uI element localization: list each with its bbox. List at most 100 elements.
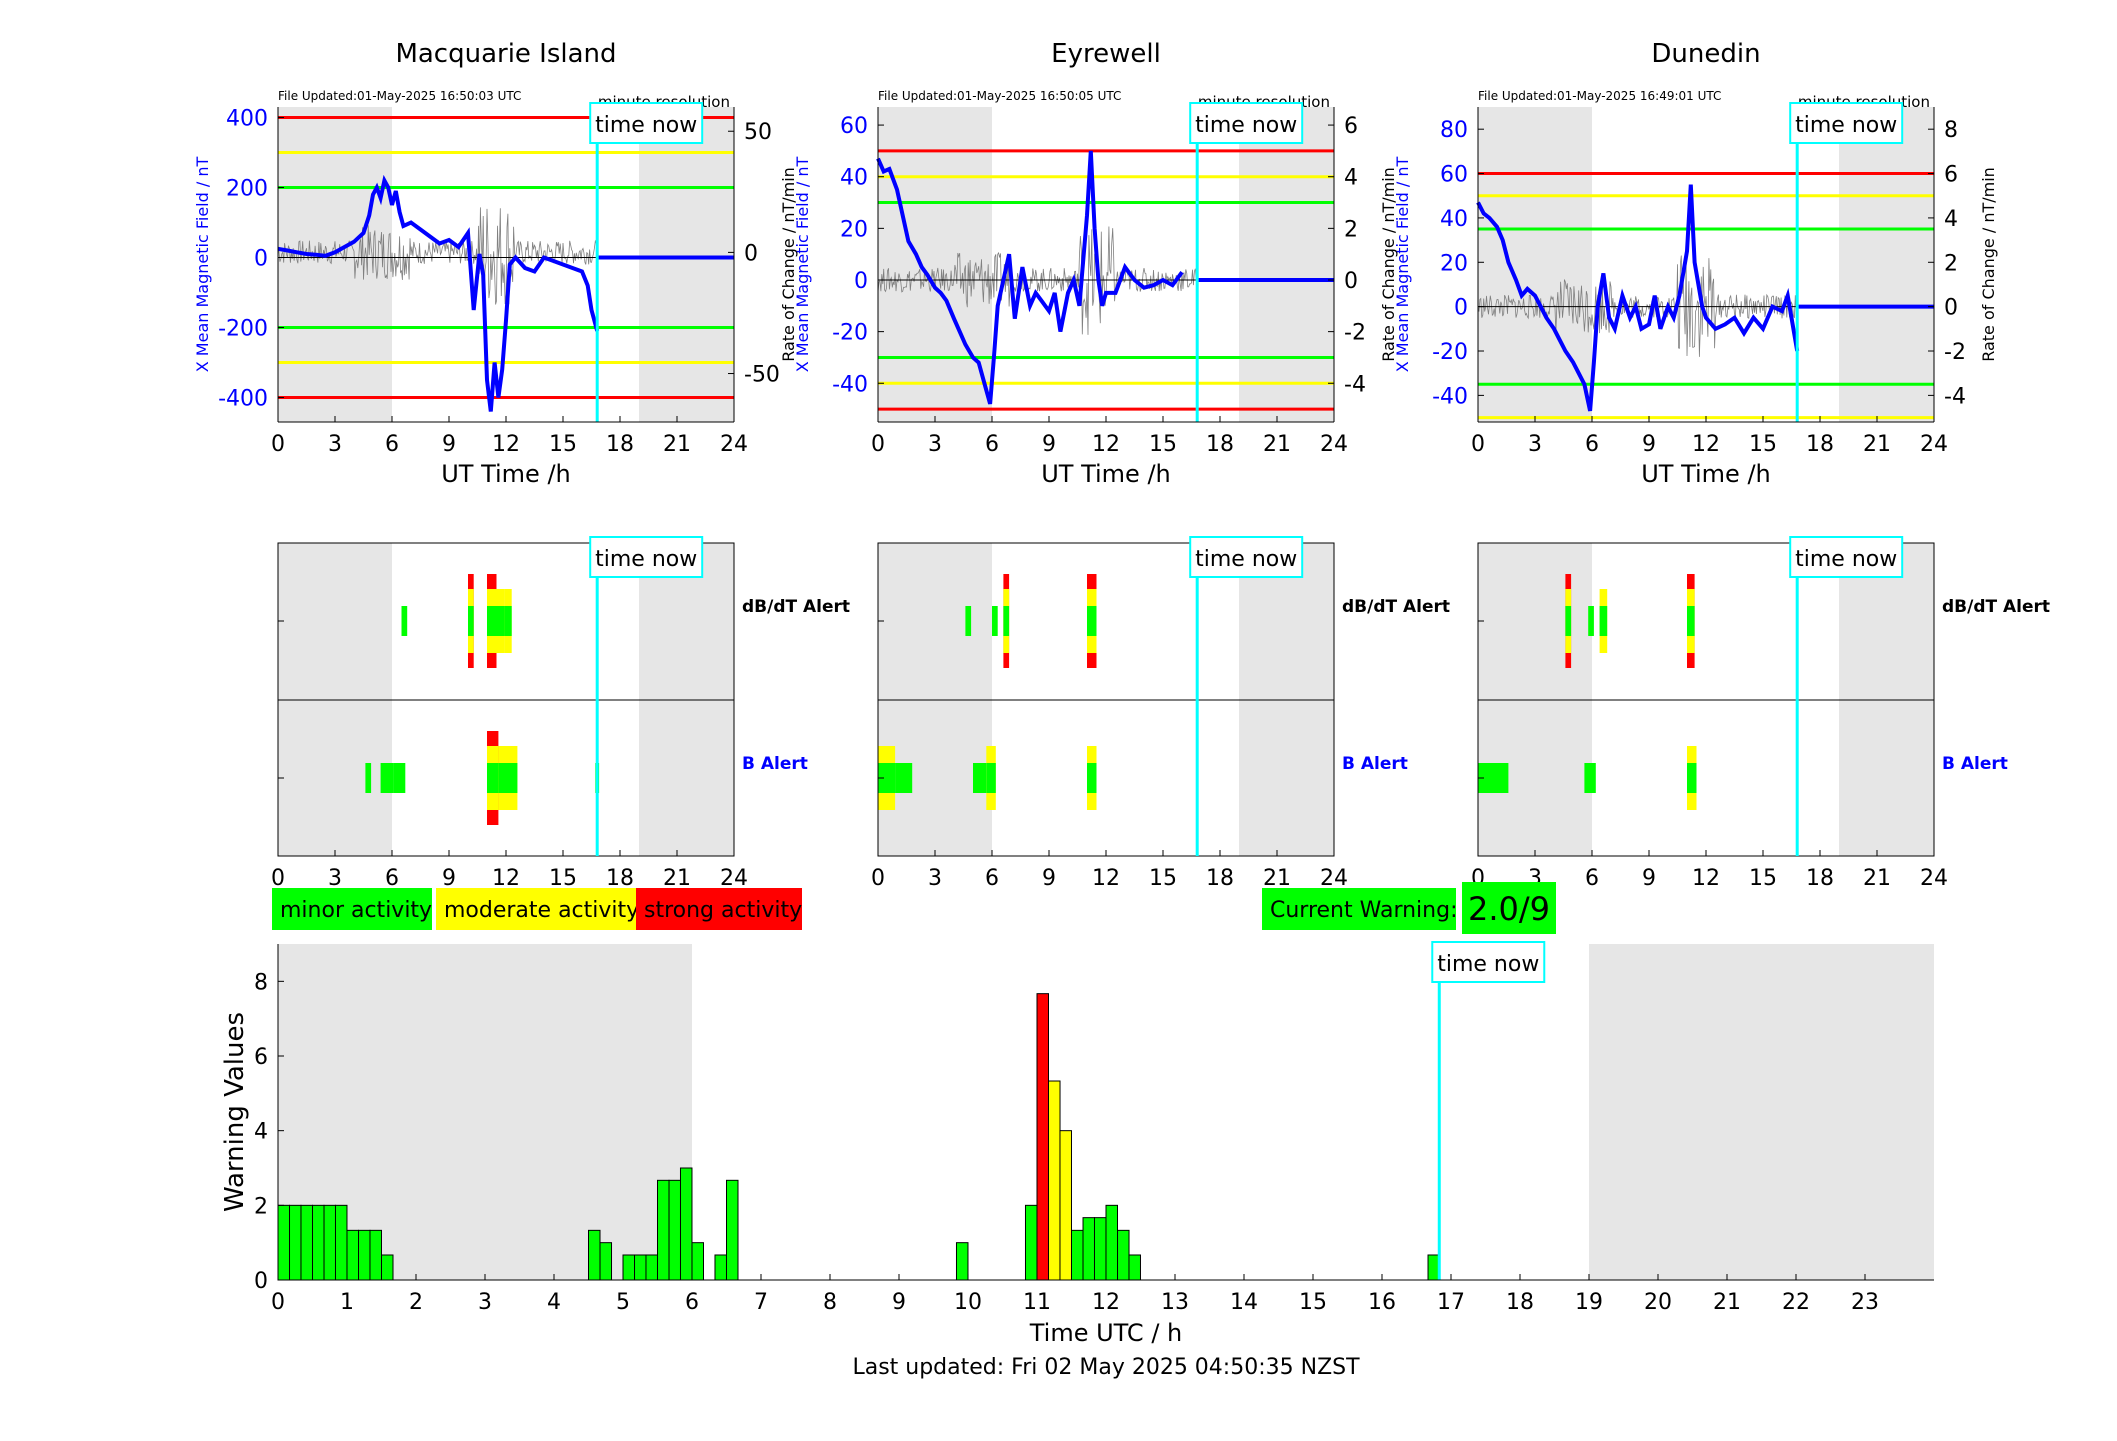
time-now-box-r3	[1431, 941, 1546, 983]
y-axis-title-left: X Mean Magnetic Field / nT	[193, 157, 212, 373]
legend-moderate-swatch	[436, 888, 636, 930]
y-tick-label: -400	[218, 387, 268, 412]
x-axis-title: UT Time /h	[1641, 460, 1771, 488]
alert-mark-minor	[393, 763, 406, 793]
warning-bar	[657, 1179, 670, 1281]
x-tick-label: 10	[954, 1290, 982, 1315]
y2-tick-label: -2	[1944, 340, 1966, 365]
y2-tick-label: 0	[1344, 269, 1358, 294]
y-tick-label: -40	[1432, 384, 1468, 409]
current-warning: Current Warning: 2.0/9	[1262, 882, 1556, 934]
warning-bar	[1071, 1229, 1084, 1281]
dbdt-alert-label: dB/dT Alert	[1942, 597, 2050, 617]
y2-tick-label: -2	[1344, 321, 1366, 346]
warning-bar	[634, 1254, 647, 1281]
b-alert-label: B Alert	[742, 754, 808, 774]
x-tick-label: 18	[1506, 1290, 1534, 1315]
x-tick-label: 6	[385, 432, 399, 457]
x-tick-label: 9	[442, 866, 456, 891]
x-tick-label: 11	[1023, 1290, 1051, 1315]
field-plot-2: Eyrewell File Updated:01-May-2025 16:50:0…	[793, 39, 1398, 488]
y-tick-label: 400	[226, 107, 268, 132]
y2-tick-label: 4	[1344, 166, 1358, 191]
warning-bar	[691, 1242, 704, 1281]
y-tick-label: 20	[840, 217, 868, 242]
x-tick-label: 9	[1642, 866, 1656, 891]
dbdt-alert-label: dB/dT Alert	[1342, 597, 1450, 617]
x-tick-label: 16	[1368, 1290, 1396, 1315]
time-now-box-r1-0	[589, 102, 704, 144]
current-warning-label: Current Warning:	[1270, 898, 1457, 923]
warning-bar	[369, 1229, 382, 1281]
shaded-region	[278, 107, 392, 422]
x-tick-label: 3	[328, 866, 342, 891]
warning-bar	[277, 1204, 290, 1281]
y2-tick-label: 2	[1344, 217, 1358, 242]
time-now-label-r1-0: time now	[595, 113, 697, 138]
x-tick-label: 21	[1713, 1290, 1741, 1315]
alert-mark-minor	[1588, 606, 1594, 636]
b-alert-label: B Alert	[1342, 754, 1408, 774]
alert-mark-minor	[496, 606, 505, 636]
x-tick-label: 21	[663, 866, 691, 891]
warning-bar	[358, 1229, 371, 1281]
warning-bar	[1036, 993, 1049, 1281]
alert-panel-1: time now 0 3 6 9 12 15 18 21 24 dB/dT Alert B Alert	[271, 536, 850, 891]
alert-mark-minor	[1087, 763, 1097, 793]
warning-bar	[645, 1254, 658, 1281]
y-tick-label: 8	[254, 970, 268, 995]
warning-bar	[955, 1242, 969, 1281]
alert-mark-minor	[380, 763, 394, 793]
x-tick-label: 0	[271, 1290, 285, 1315]
alert-mark-minor	[498, 763, 518, 793]
y2-tick-label: -4	[1944, 384, 1966, 409]
x-axis-title: UT Time /h	[1041, 460, 1171, 488]
alert-mark-minor	[1565, 606, 1572, 636]
x-tick-label: 7	[754, 1290, 768, 1315]
x-tick-label: 4	[547, 1290, 561, 1315]
x-tick-label: 24	[720, 432, 748, 457]
time-now-label-r1-1: time now	[1195, 113, 1297, 138]
activity-legend: minor activity moderate activity strong ac…	[272, 888, 802, 930]
y2-tick-label: 2	[1944, 251, 1958, 276]
alert-mark-minor	[504, 606, 512, 636]
x-tick-label: 14	[1230, 1290, 1258, 1315]
warning-bar	[726, 1179, 739, 1281]
station-title: Dunedin	[1651, 39, 1760, 69]
x-tick-label: 3	[478, 1290, 492, 1315]
station-title: Macquarie Island	[395, 39, 616, 69]
y-tick-label: 2	[254, 1194, 268, 1219]
x-tick-label: 12	[1692, 432, 1720, 457]
y-axis-title-left: X Mean Magnetic Field / nT	[793, 157, 812, 373]
y-tick-label: 40	[840, 166, 868, 191]
shaded-region	[878, 107, 992, 422]
x-tick-label: 15	[549, 866, 577, 891]
x-tick-label: 0	[871, 432, 885, 457]
alert-mark-minor	[401, 606, 408, 636]
x-tick-label: 13	[1161, 1290, 1189, 1315]
warning-bar	[312, 1204, 325, 1281]
warning-bar	[381, 1254, 394, 1281]
x-tick-label: 3	[928, 866, 942, 891]
x-tick-label: 24	[1920, 866, 1948, 891]
y-tick-label: 0	[254, 247, 268, 272]
current-warning-label-box	[1262, 888, 1456, 930]
warning-bar	[668, 1179, 682, 1281]
shaded-region	[639, 107, 734, 422]
x-tick-label: 3	[928, 432, 942, 457]
x-tick-label: 15	[549, 432, 577, 457]
x-tick-label: 20	[1644, 1290, 1672, 1315]
b-alert-label: B Alert	[1942, 754, 2008, 774]
x-tick-label: 15	[1299, 1290, 1327, 1315]
warning-bar	[1105, 1204, 1118, 1281]
y-axis-title-right: Rate of Change / nT/min	[1379, 167, 1398, 362]
station-title: Eyrewell	[1051, 39, 1161, 69]
x-tick-label: 15	[1749, 432, 1777, 457]
warning-bar	[1093, 1217, 1107, 1281]
warning-bar	[599, 1242, 613, 1281]
y-axis-title-left: X Mean Magnetic Field / nT	[1393, 157, 1412, 373]
alert-mark-minor	[365, 763, 372, 793]
y2-tick-label: 50	[744, 120, 772, 145]
time-now-box-r1-1	[1189, 102, 1304, 144]
